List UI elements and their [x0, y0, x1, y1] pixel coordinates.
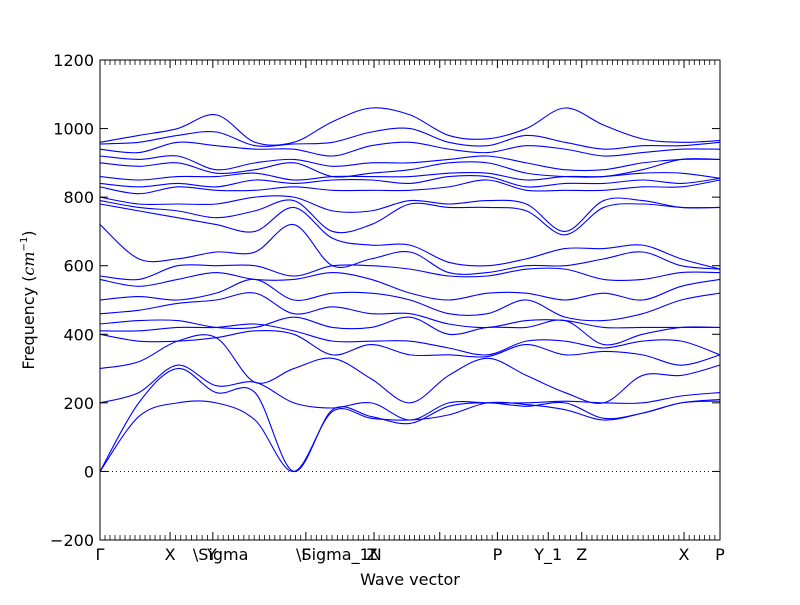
band-line-20 [99, 155, 721, 172]
x-tick-label-2: \Sigma [193, 545, 249, 564]
y-axis-label-unit: cm [19, 251, 38, 275]
band-line-4 [99, 334, 721, 404]
band-line-22 [99, 127, 721, 150]
band-line-10 [99, 272, 721, 301]
band-line-12 [99, 224, 721, 275]
band-line-23 [99, 107, 721, 146]
band-line-8 [99, 292, 720, 329]
x-tick-label-0: Γ [96, 545, 105, 564]
y-tick-label-200: 200 [63, 394, 94, 413]
band-line-2 [99, 368, 721, 472]
y-tick-label-800: 800 [63, 188, 94, 207]
x-tick-label-6: P [493, 545, 503, 564]
band-line-7 [99, 316, 721, 346]
y-tick-label-400: 400 [63, 325, 94, 344]
band-line-18 [99, 171, 721, 181]
band-line-14 [99, 199, 721, 236]
band-line-21 [99, 141, 721, 157]
band-line-17 [99, 174, 721, 188]
y-tick-label-1200: 1200 [53, 51, 94, 70]
band-line-3 [99, 364, 721, 421]
y-axis-label-unit-exp: −1 [19, 237, 30, 252]
y-axis-label: Frequency (cm−1) [19, 230, 38, 369]
y-axis-label-suffix: ) [19, 230, 38, 236]
y-tick-label-0: 0 [84, 462, 94, 481]
band-line-6 [99, 323, 721, 356]
y-axis-label-prefix: Frequency ( [19, 276, 38, 370]
band-line-16 [99, 179, 721, 195]
bands-layer [99, 107, 721, 472]
x-tick-label-8: Z [576, 545, 587, 564]
y-tick-label-600: 600 [63, 257, 94, 276]
x-axis-label: Wave vector [360, 570, 460, 589]
band-line-19 [99, 158, 721, 178]
band-line-9 [99, 278, 721, 322]
ticks-layer [99, 59, 721, 541]
x-tick-label-overprint-1: Z [367, 545, 378, 564]
x-tick-label-7: Y_1 [533, 545, 562, 565]
band-line-11 [99, 264, 721, 282]
x-tick-label-1: X [165, 545, 176, 564]
x-tick-label-4: \Sigma_1N [296, 545, 382, 565]
y-tick-label--200: −200 [50, 531, 94, 550]
y-tick-label-1000: 1000 [53, 120, 94, 139]
x-tick-label-overprint-0: Y [206, 545, 217, 564]
x-tick-label-10: P [715, 545, 725, 564]
x-tick-label-9: X [679, 545, 690, 564]
plot-frame [99, 59, 721, 541]
band-line-13 [99, 203, 721, 270]
band-line-5 [99, 330, 721, 366]
band-line-15 [99, 195, 721, 232]
x-tick-label-3: Γ [301, 545, 310, 564]
